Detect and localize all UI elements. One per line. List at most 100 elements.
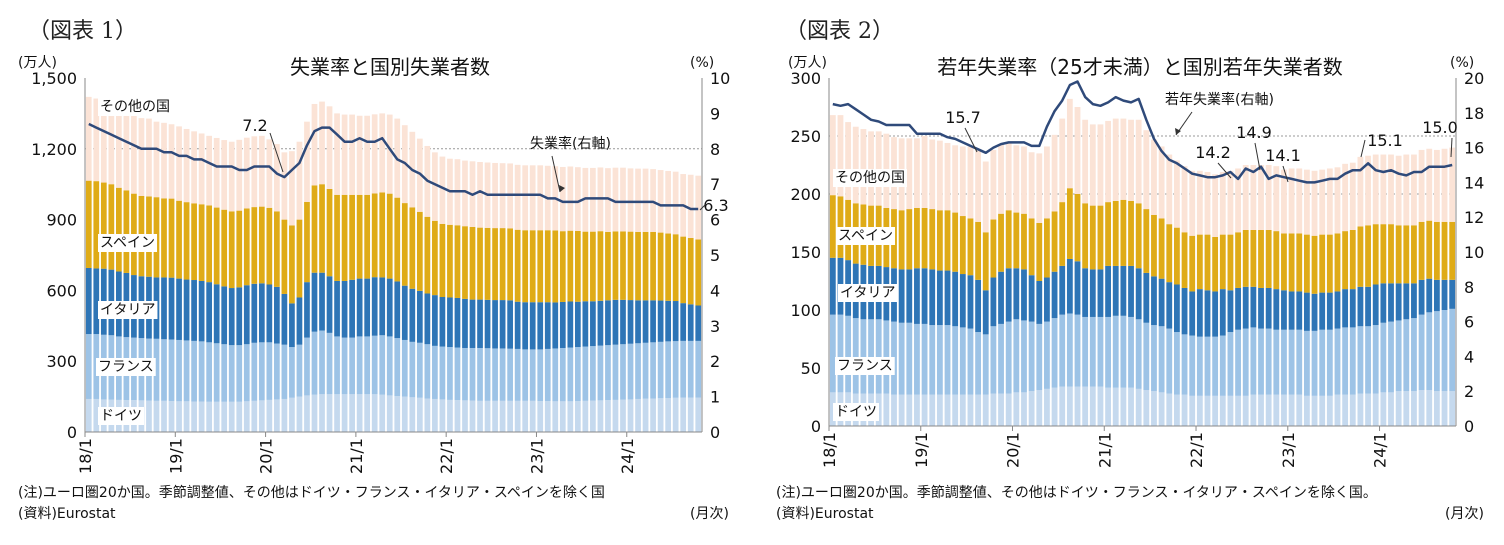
bar-italy: [612, 299, 619, 345]
bar-germany: [952, 394, 959, 426]
bar-spain: [1418, 221, 1425, 280]
bar-germany: [1265, 394, 1272, 426]
bar-italy: [982, 290, 989, 335]
bar-spain: [1319, 234, 1326, 293]
bar-germany: [326, 394, 333, 432]
bar-italy: [1235, 287, 1241, 330]
bar-germany: [311, 394, 318, 432]
bar-italy: [1204, 290, 1211, 337]
bar-germany: [1174, 394, 1180, 426]
bar-italy: [1097, 269, 1104, 317]
bar-france: [898, 322, 905, 395]
bar-others: [642, 168, 649, 232]
bar-spain: [1250, 229, 1257, 287]
y2-tick-label: 3: [710, 317, 720, 336]
bar-others: [349, 114, 355, 195]
bar-others: [191, 131, 197, 204]
y2-tick-label: 16: [1464, 139, 1484, 158]
bar-italy: [341, 280, 348, 338]
bar-italy: [672, 301, 679, 342]
bar-others: [85, 96, 92, 181]
bar-others: [1112, 118, 1119, 201]
bar-others: [304, 121, 310, 202]
bar-others: [1151, 139, 1157, 215]
bar-italy: [1403, 283, 1410, 320]
bar-others: [1074, 107, 1081, 194]
y2-tick-label: 8: [710, 140, 720, 159]
bar-spain: [1005, 210, 1012, 269]
data-annotation: 14.9: [1236, 123, 1272, 142]
bar-germany: [1258, 394, 1264, 426]
bar-italy: [447, 297, 453, 348]
bar-germany: [642, 398, 649, 432]
y2-tick-label: 20: [1464, 69, 1484, 88]
y2-tick-label: 0: [710, 423, 720, 442]
bar-italy: [1303, 292, 1310, 331]
bar-germany: [650, 398, 656, 432]
bar-italy: [176, 278, 182, 340]
bar-france: [161, 339, 167, 401]
bar-france: [1265, 328, 1272, 395]
bar-germany: [1334, 394, 1341, 426]
bar-france: [1021, 320, 1027, 393]
bar-others: [1212, 174, 1219, 237]
bar-italy: [1005, 268, 1012, 322]
bar-italy: [274, 286, 280, 344]
bar-germany: [1296, 394, 1303, 426]
bar-germany: [243, 401, 250, 432]
bar-germany: [1326, 395, 1333, 426]
bar-germany: [514, 400, 521, 432]
bar-germany: [161, 400, 167, 432]
bar-others: [574, 167, 581, 231]
bar-italy: [537, 302, 544, 350]
bar-italy: [191, 280, 197, 341]
bar-others: [1311, 170, 1318, 236]
x-tick-label: 18/1: [76, 438, 95, 474]
bar-italy: [1143, 272, 1150, 323]
bar-spain: [499, 228, 506, 301]
bar-france: [1288, 329, 1295, 395]
bar-germany: [213, 401, 220, 432]
bar-spain: [341, 194, 348, 281]
bar-others: [206, 135, 213, 206]
series-label: その他の国: [100, 99, 170, 115]
bar-germany: [620, 399, 626, 432]
bar-spain: [462, 226, 468, 299]
y2-tick-label: 2: [710, 352, 720, 371]
bar-others: [432, 152, 438, 221]
bar-others: [1066, 98, 1073, 189]
y2-tick-label: 9: [710, 104, 720, 123]
bar-germany: [1449, 391, 1456, 426]
bar-france: [1395, 320, 1402, 392]
bar-france: [243, 344, 250, 402]
bar-france: [191, 340, 197, 402]
bar-spain: [898, 210, 905, 270]
bar-france: [952, 326, 959, 395]
bar-italy: [258, 283, 265, 343]
bar-spain: [168, 198, 175, 278]
bar-spain: [1066, 188, 1073, 259]
bar-spain: [1227, 234, 1234, 291]
bar-germany: [236, 401, 243, 432]
bar-germany: [612, 399, 619, 432]
bar-france: [514, 348, 521, 401]
bar-italy: [469, 299, 476, 348]
bar-others: [1059, 118, 1066, 203]
bar-spain: [1021, 213, 1027, 270]
bar-spain: [1433, 221, 1440, 280]
bar-others: [1380, 154, 1387, 225]
bar-france: [1380, 322, 1387, 393]
bar-france: [1112, 315, 1119, 388]
bar-spain: [251, 207, 258, 284]
bar-spain: [559, 231, 566, 302]
bar-germany: [334, 394, 340, 432]
bar-spain: [274, 211, 280, 287]
bar-france: [477, 347, 483, 401]
bar-others: [1449, 147, 1456, 222]
bar-spain: [612, 231, 619, 300]
bar-germany: [680, 397, 687, 432]
arrow-line: [551, 155, 561, 193]
bar-germany: [281, 398, 288, 432]
bar-others: [161, 122, 167, 199]
bar-others: [1143, 130, 1150, 210]
